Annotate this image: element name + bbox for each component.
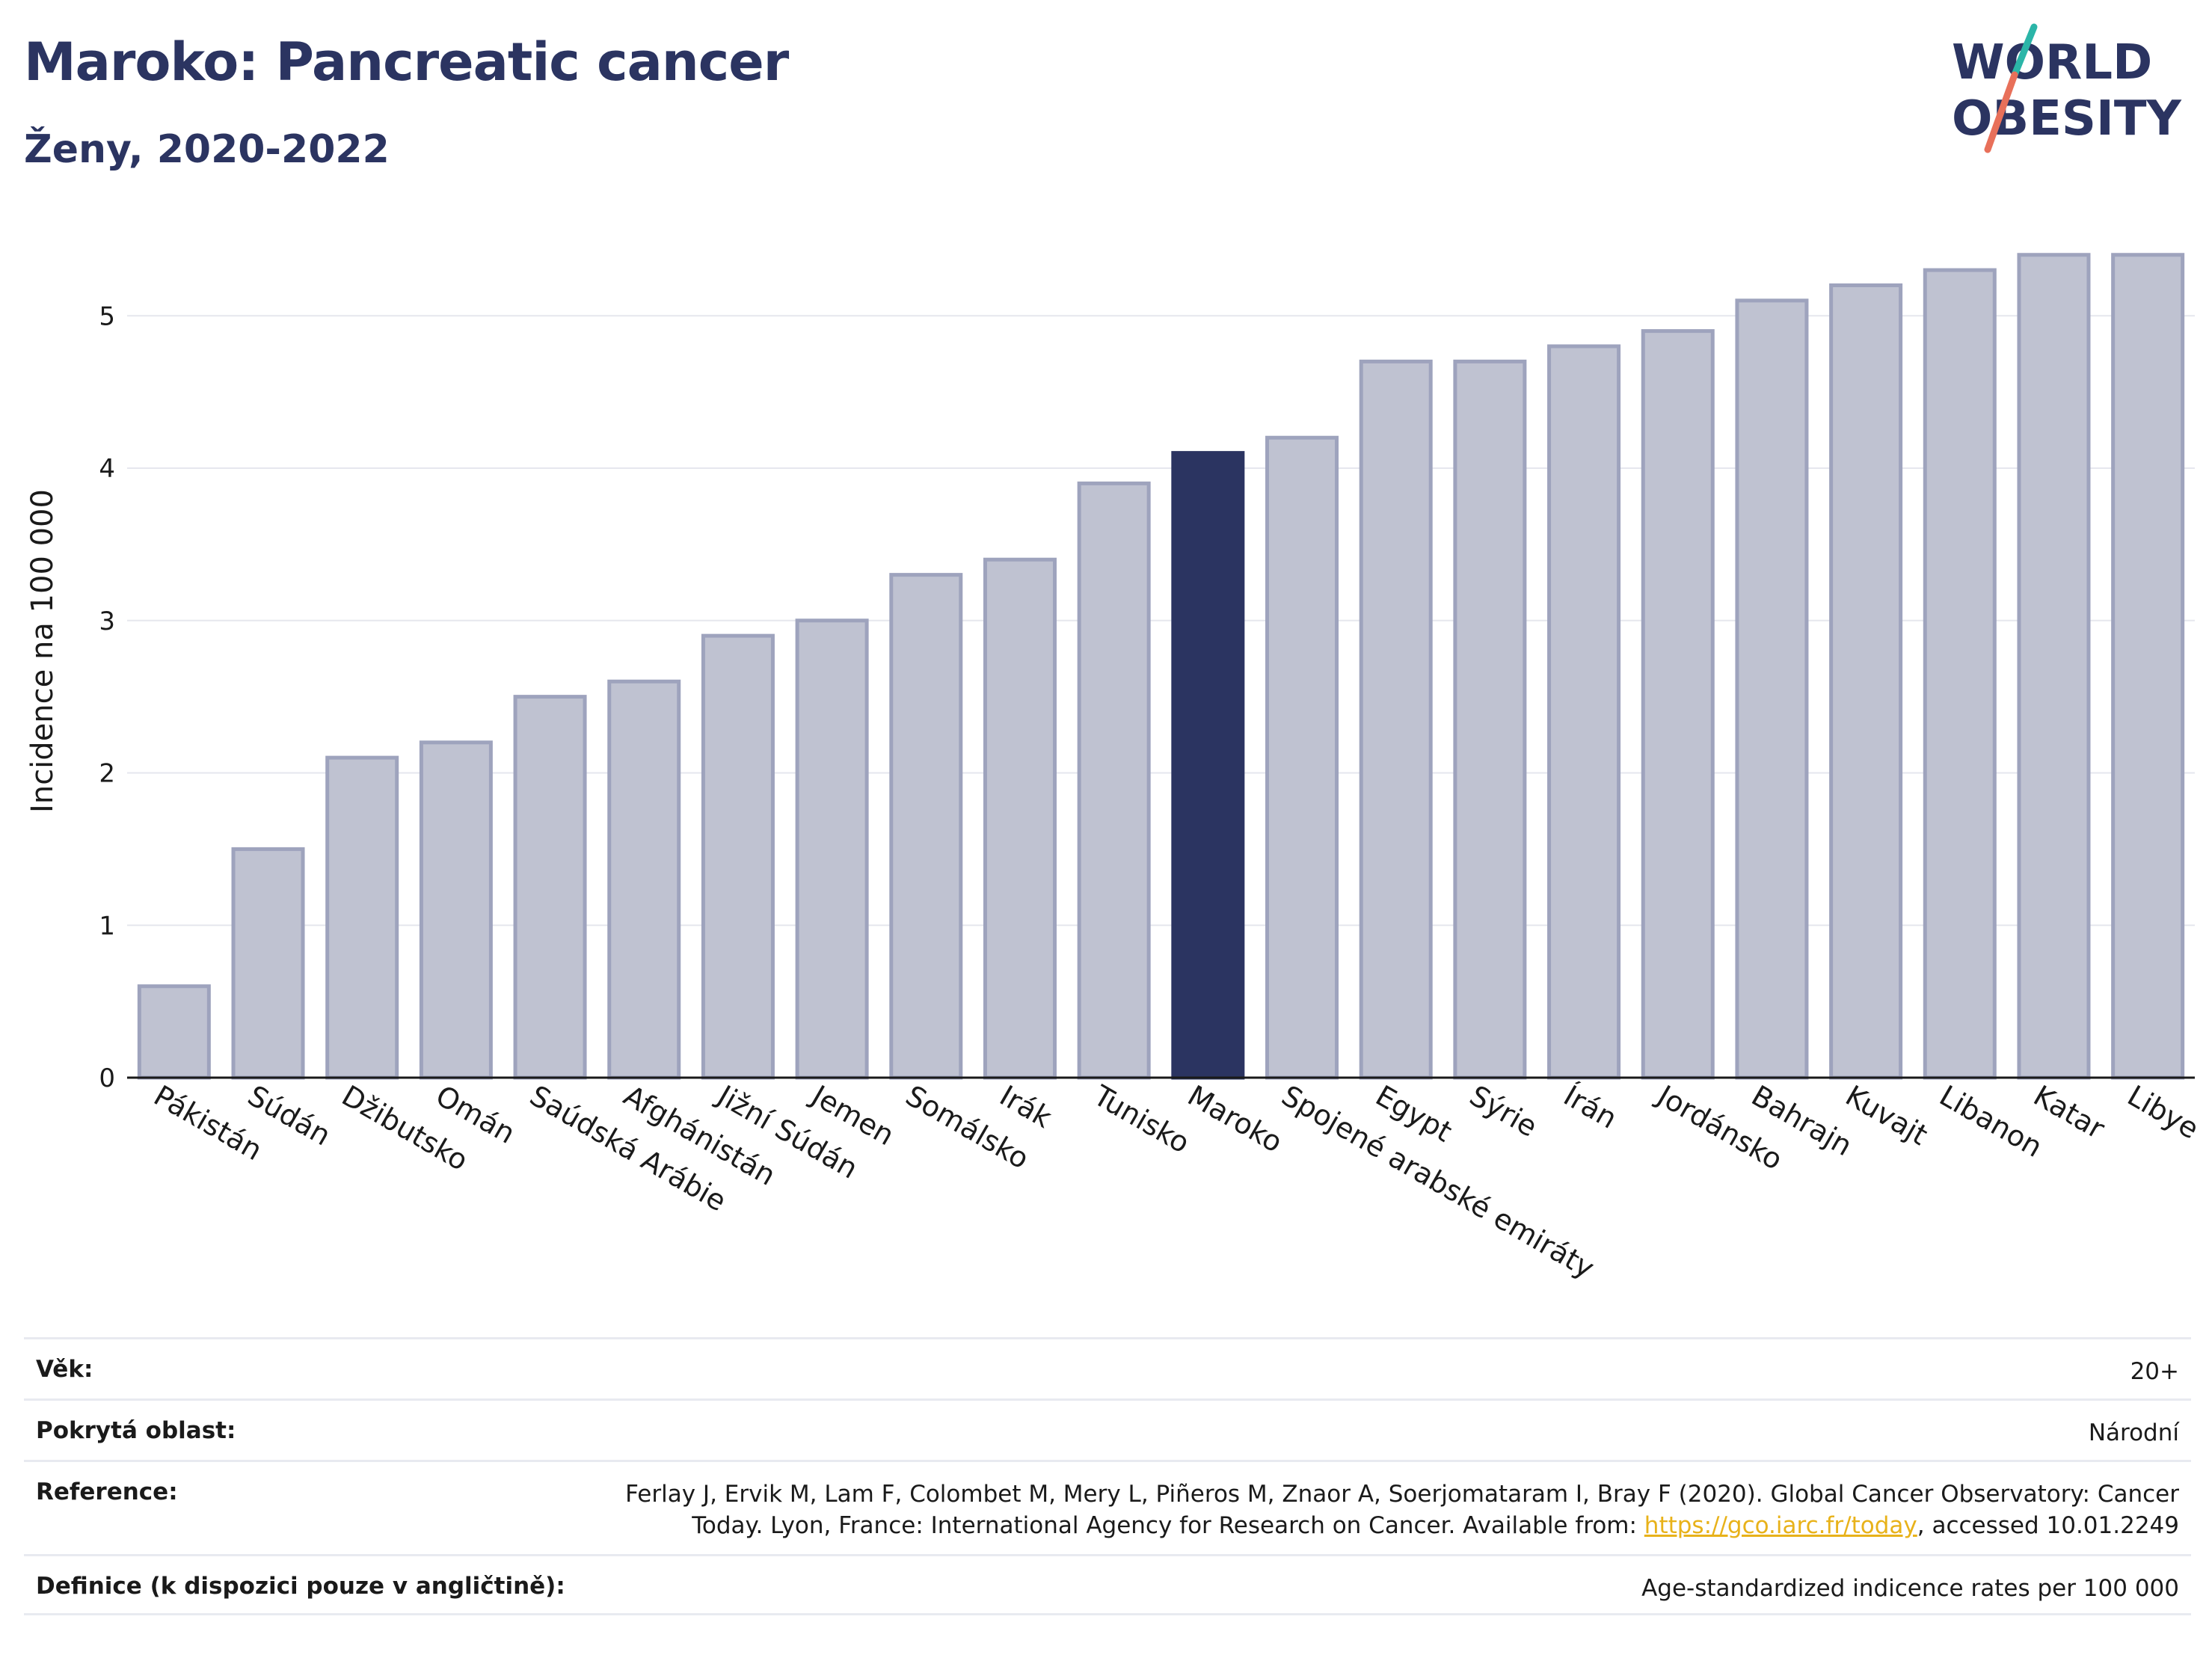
x-tick-label: Irák xyxy=(994,1079,1057,1134)
area-value: Národní xyxy=(2088,1419,2179,1446)
bars xyxy=(137,253,2185,1080)
x-tick-label: Sýrie xyxy=(1464,1079,1543,1143)
info-row-age: Věk: 20+ xyxy=(24,1337,2191,1398)
bar xyxy=(1641,329,1715,1080)
bar xyxy=(513,695,587,1080)
bar xyxy=(2017,253,2091,1080)
logo-slash-teal xyxy=(2011,23,2038,79)
reference-line2-pre: Today. Lyon, France: International Agenc… xyxy=(692,1512,1644,1539)
bar xyxy=(2111,253,2185,1080)
bar xyxy=(1923,268,1997,1080)
y-tick-label: 3 xyxy=(99,607,115,636)
age-label: Věk: xyxy=(36,1356,93,1383)
x-tick-label: Maroko xyxy=(1182,1079,1288,1159)
y-tick-label: 2 xyxy=(99,759,115,789)
bar xyxy=(701,633,775,1080)
y-axis-title: Incidence na 100 000 xyxy=(25,489,60,813)
x-tick-label: Libye xyxy=(2122,1079,2205,1146)
x-tick-label: Libanon xyxy=(1934,1079,2047,1164)
area-label: Pokrytá oblast: xyxy=(36,1417,236,1444)
y-tick-label: 4 xyxy=(99,454,115,484)
logo-slash-coral xyxy=(1984,71,2018,153)
reference-value: Ferlay J, Ervik M, Lam F, Colombet M, Me… xyxy=(625,1479,2179,1541)
chart-subtitle: Ženy, 2020-2022 xyxy=(24,127,390,172)
reference-link[interactable]: https://gco.iarc.fr/today xyxy=(1644,1512,1917,1539)
bar xyxy=(1359,359,1433,1080)
bar xyxy=(1547,344,1621,1080)
bar xyxy=(607,679,681,1080)
x-tick-label: Pákistán xyxy=(148,1079,268,1167)
reference-label: Reference: xyxy=(36,1479,178,1505)
chart-title: Maroko: Pancreatic cancer xyxy=(24,31,789,93)
info-row-area: Pokrytá oblast: Národní xyxy=(24,1398,2191,1460)
y-tick-label: 5 xyxy=(99,301,115,331)
bar xyxy=(419,740,493,1080)
info-row-definition: Definice (k dispozici pouze v angličtině… xyxy=(24,1554,2191,1615)
bar xyxy=(1735,298,1809,1080)
x-tick-label: Tunisko xyxy=(1087,1078,1195,1160)
bar xyxy=(1829,283,1903,1080)
x-tick-label: Írán xyxy=(1558,1079,1623,1135)
reference-line1: Ferlay J, Ervik M, Lam F, Colombet M, Me… xyxy=(625,1481,2179,1508)
definition-label: Definice (k dispozici pouze v angličtině… xyxy=(36,1573,565,1600)
bar xyxy=(137,984,211,1080)
info-table: Věk: 20+ Pokrytá oblast: Národní Referen… xyxy=(24,1337,2191,1615)
bar xyxy=(1077,481,1151,1080)
definition-value: Age-standardized indicence rates per 100… xyxy=(1641,1575,2179,1602)
bar-highlight xyxy=(1171,451,1245,1080)
bar xyxy=(983,557,1057,1080)
bar xyxy=(325,755,399,1080)
bar xyxy=(795,618,869,1080)
reference-line2-post: , accessed 10.01.2249 xyxy=(1917,1512,2179,1539)
x-tick-label: Kuvajt xyxy=(1840,1079,1933,1152)
y-tick-label: 1 xyxy=(99,911,115,941)
logo-line1: WORLD xyxy=(1952,35,2152,90)
bar xyxy=(1265,435,1339,1080)
bar xyxy=(889,573,963,1080)
world-obesity-logo: WORLD OBESITY xyxy=(1952,23,2181,153)
age-value: 20+ xyxy=(2130,1358,2179,1385)
bar xyxy=(1453,359,1527,1080)
info-row-reference: Reference: Ferlay J, Ervik M, Lam F, Col… xyxy=(24,1460,2191,1554)
bar xyxy=(231,847,305,1080)
y-tick-label: 0 xyxy=(99,1063,115,1093)
